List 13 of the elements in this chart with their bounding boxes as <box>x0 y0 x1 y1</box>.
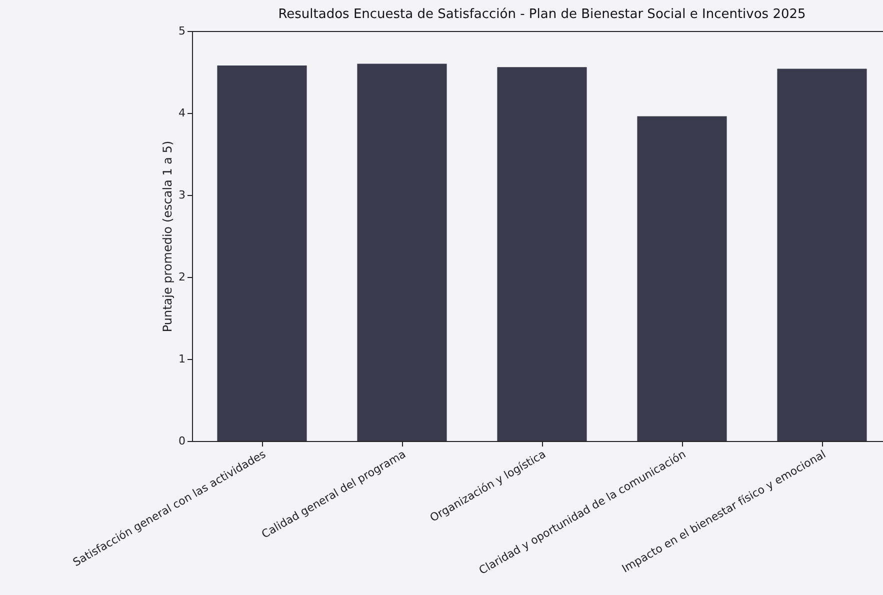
chart-title: Resultados Encuesta de Satisfacción - Plan de Bienestar Social e Incentivos 2025 <box>278 7 806 22</box>
y-tick-label: 0 <box>178 434 186 448</box>
bar <box>217 65 307 441</box>
y-tick-label: 3 <box>178 188 186 202</box>
y-tick-label: 5 <box>178 24 186 38</box>
y-tick-label: 1 <box>178 352 186 366</box>
bar <box>777 68 867 441</box>
y-tick-label: 2 <box>178 270 186 284</box>
bar <box>637 116 727 441</box>
bar <box>357 64 447 441</box>
y-tick-label: 4 <box>178 106 186 120</box>
bar <box>497 67 587 441</box>
y-axis-title: Puntaje promedio (escala 1 a 5) <box>160 140 174 332</box>
